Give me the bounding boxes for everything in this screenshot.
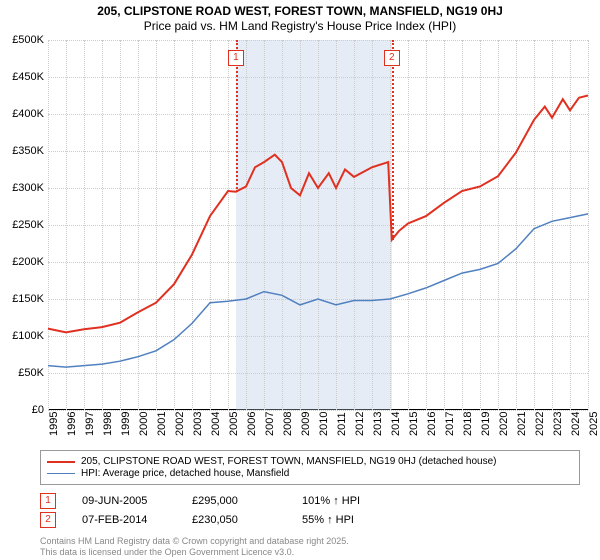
transaction-date-2: 07-FEB-2014 bbox=[82, 514, 182, 526]
legend-item-hpi: HPI: Average price, detached house, Mans… bbox=[47, 468, 573, 479]
footer-attribution: Contains HM Land Registry data © Crown c… bbox=[40, 536, 349, 558]
transaction-marker-2: 2 bbox=[40, 512, 56, 528]
footer-line-2: This data is licensed under the Open Gov… bbox=[40, 547, 349, 558]
footer-line-1: Contains HM Land Registry data © Crown c… bbox=[40, 536, 349, 547]
title-block: 205, CLIPSTONE ROAD WEST, FOREST TOWN, M… bbox=[0, 0, 600, 33]
transaction-row-2: 2 07-FEB-2014 £230,050 55% ↑ HPI bbox=[40, 512, 580, 528]
legend-swatch-hpi bbox=[47, 473, 75, 474]
transaction-row-1: 1 09-JUN-2005 £295,000 101% ↑ HPI bbox=[40, 493, 580, 509]
legend-box: 205, CLIPSTONE ROAD WEST, FOREST TOWN, M… bbox=[40, 450, 580, 485]
legend-label-hpi: HPI: Average price, detached house, Mans… bbox=[81, 468, 289, 479]
transaction-marker-1: 1 bbox=[40, 493, 56, 509]
chart-container: 205, CLIPSTONE ROAD WEST, FOREST TOWN, M… bbox=[0, 0, 600, 560]
legend-swatch-property bbox=[47, 461, 75, 463]
legend-item-property: 205, CLIPSTONE ROAD WEST, FOREST TOWN, M… bbox=[47, 456, 573, 467]
legend-label-property: 205, CLIPSTONE ROAD WEST, FOREST TOWN, M… bbox=[81, 456, 497, 467]
transaction-price-1: £295,000 bbox=[192, 495, 292, 507]
chart-plot-area: £0£50K£100K£150K£200K£250K£300K£350K£400… bbox=[48, 40, 588, 410]
series-lines bbox=[48, 40, 588, 410]
transaction-price-2: £230,050 bbox=[192, 514, 292, 526]
transaction-date-1: 09-JUN-2005 bbox=[82, 495, 182, 507]
chart-subtitle: Price paid vs. HM Land Registry's House … bbox=[0, 19, 600, 33]
transaction-table: 1 09-JUN-2005 £295,000 101% ↑ HPI 2 07-F… bbox=[40, 490, 580, 531]
transaction-hpi-1: 101% ↑ HPI bbox=[302, 495, 402, 507]
transaction-hpi-2: 55% ↑ HPI bbox=[302, 514, 402, 526]
chart-title: 205, CLIPSTONE ROAD WEST, FOREST TOWN, M… bbox=[0, 4, 600, 18]
